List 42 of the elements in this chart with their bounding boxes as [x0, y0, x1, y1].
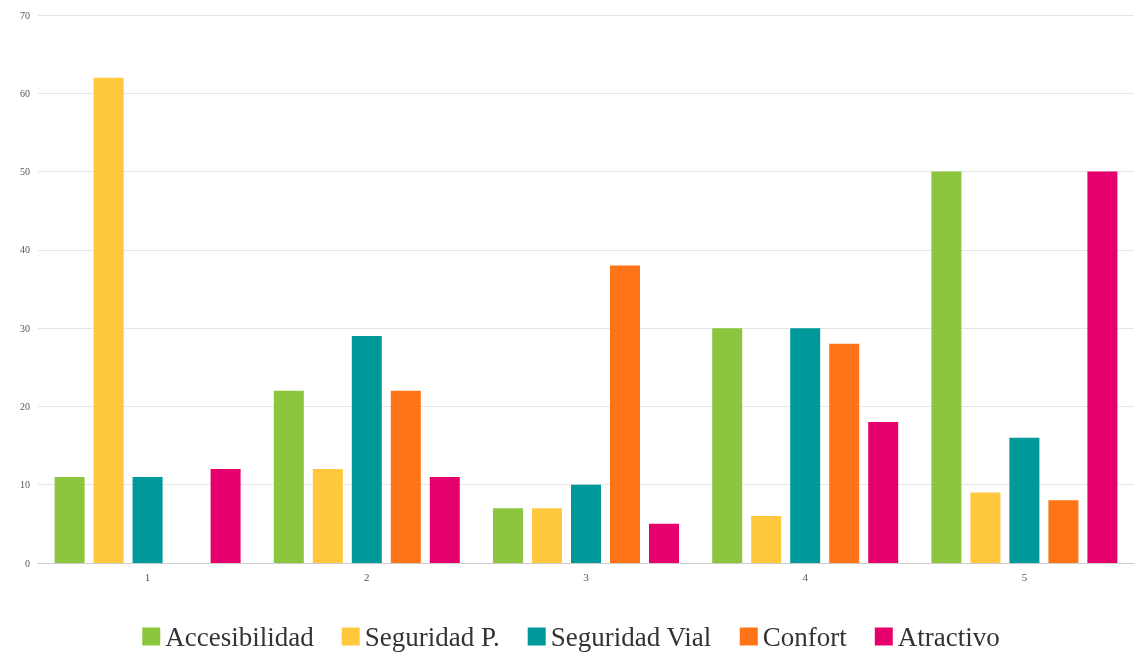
bar — [931, 171, 962, 563]
bar — [132, 476, 163, 563]
bar — [210, 469, 241, 563]
bar — [390, 390, 421, 563]
y-tick-label: 70 — [20, 9, 30, 21]
bar — [93, 77, 124, 563]
bar — [1048, 500, 1079, 563]
bar — [712, 328, 743, 563]
legend-label: Seguridad P. — [364, 621, 500, 652]
y-tick-label: 20 — [20, 400, 30, 412]
legend-label: Confort — [762, 621, 848, 652]
bar — [429, 476, 460, 563]
bar — [1087, 171, 1118, 563]
bar — [751, 516, 782, 563]
bar — [571, 484, 601, 563]
bar — [273, 390, 304, 563]
bar — [312, 469, 343, 563]
x-tick-label: 3 — [583, 570, 590, 583]
bar — [829, 343, 860, 563]
legend-label: Seguridad Vial — [550, 621, 712, 652]
bar — [610, 265, 640, 563]
x-tick-label: 1 — [144, 570, 151, 583]
y-tick-label: 10 — [20, 479, 30, 491]
bar — [493, 508, 523, 563]
bar — [970, 492, 1001, 563]
bar — [868, 422, 899, 563]
bar — [54, 476, 85, 563]
bar — [790, 328, 821, 563]
y-tick-label: 50 — [20, 166, 30, 178]
bar — [1009, 437, 1040, 563]
bar — [649, 523, 679, 563]
x-tick-label: 4 — [802, 570, 809, 583]
legend-label: Accesibilidad — [165, 621, 315, 652]
bar — [351, 335, 382, 563]
x-tick-label: 5 — [1021, 570, 1028, 583]
y-tick-label: 40 — [20, 244, 30, 256]
y-tick-label: 30 — [20, 322, 30, 334]
y-tick-label: 0 — [25, 557, 30, 569]
y-tick-label: 60 — [20, 87, 30, 99]
x-tick-label: 2 — [364, 570, 370, 583]
bar — [532, 508, 562, 563]
legend-label: Atractivo — [897, 621, 1000, 652]
